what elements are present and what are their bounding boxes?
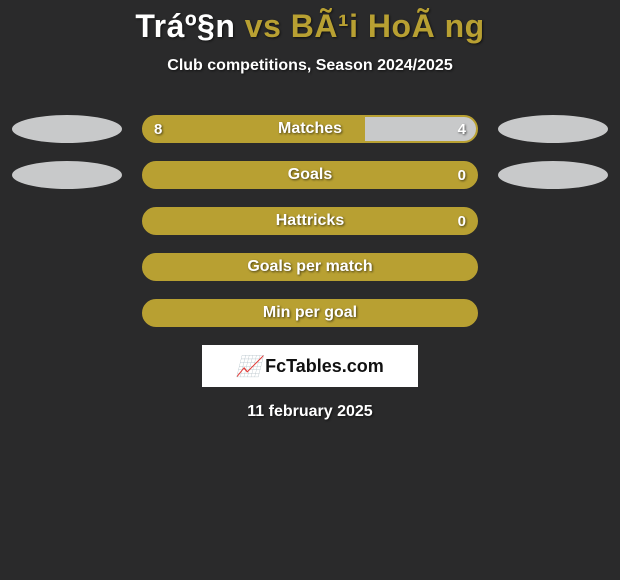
stat-bar: 0Hattricks — [142, 207, 478, 235]
right-ellipse — [498, 161, 608, 189]
subtitle: Club competitions, Season 2024/2025 — [0, 57, 620, 75]
stat-label: Goals — [144, 163, 476, 187]
title-player2: BÃ¹i HoÃ ng — [291, 8, 485, 44]
page-title: Tráº§n vs BÃ¹i HoÃ ng — [0, 0, 620, 45]
left-ellipse — [12, 115, 122, 143]
stat-bar: Goals per match — [142, 253, 478, 281]
stat-label: Hattricks — [144, 209, 476, 233]
stat-row: Goals per match — [0, 253, 620, 281]
stat-bar: Min per goal — [142, 299, 478, 327]
stat-row: 0Goals — [0, 161, 620, 189]
title-vs: vs — [245, 8, 282, 44]
stat-label: Matches — [144, 117, 476, 141]
left-ellipse — [12, 161, 122, 189]
date: 11 february 2025 — [0, 403, 620, 421]
stat-row: 84Matches — [0, 115, 620, 143]
title-player1: Tráº§n — [135, 8, 235, 44]
stats-container: 84Matches 0Goals 0Hattricks Goals per match… — [0, 115, 620, 327]
logo: 📈 FcTables.com — [202, 345, 418, 387]
right-ellipse — [498, 115, 608, 143]
logo-text: FcTables.com — [265, 356, 384, 377]
stat-label: Goals per match — [144, 255, 476, 279]
stat-row: Min per goal — [0, 299, 620, 327]
stat-bar: 84Matches — [142, 115, 478, 143]
chart-icon: 📈 — [236, 354, 261, 379]
stat-bar: 0Goals — [142, 161, 478, 189]
stat-label: Min per goal — [144, 301, 476, 325]
stat-row: 0Hattricks — [0, 207, 620, 235]
